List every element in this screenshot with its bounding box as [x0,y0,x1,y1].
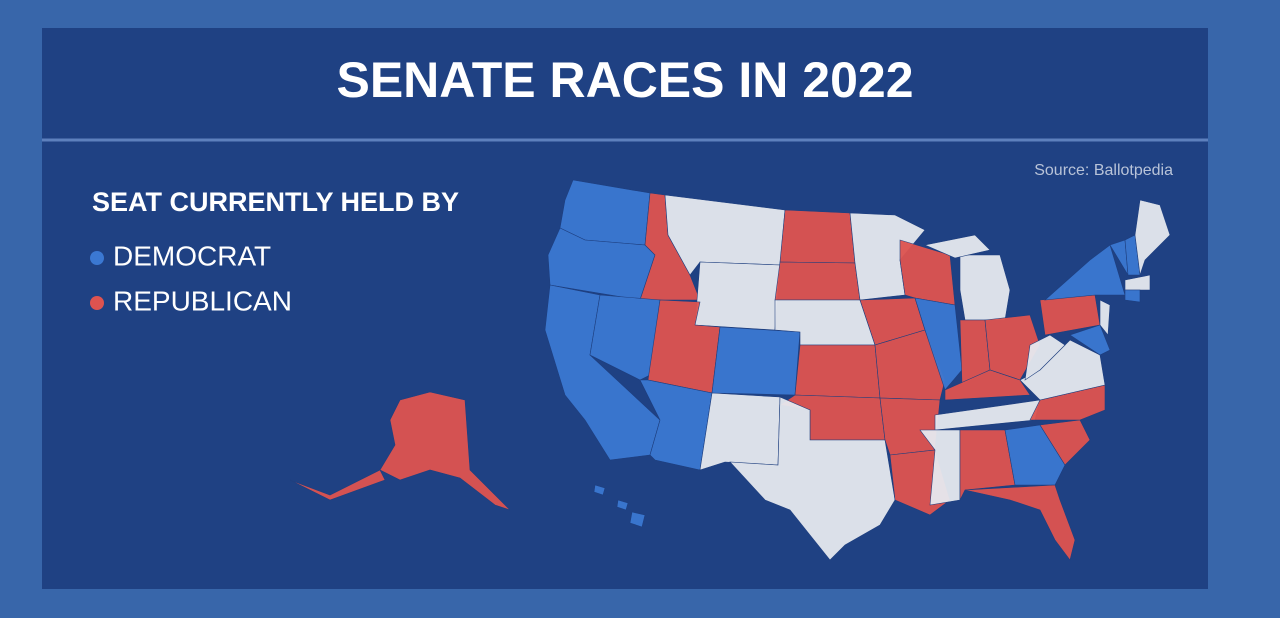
state [1134,199,1171,276]
state [1069,324,1111,356]
state [794,344,881,399]
state [729,396,896,561]
legend-dot [90,251,104,265]
state [699,392,781,471]
state [959,429,1016,501]
state [924,234,991,259]
state [1029,384,1106,421]
state [1039,419,1091,466]
state [694,261,781,331]
state [1124,289,1141,303]
state [919,429,961,506]
state [1124,274,1151,291]
state [1004,424,1066,486]
state [589,294,661,381]
state [1044,244,1126,301]
state [379,391,511,511]
state [593,484,606,496]
us-map [289,179,1171,561]
legend-title: SEAT CURRENTLY HELD BY [92,187,459,217]
state [616,499,629,511]
state [1099,299,1111,336]
state [944,369,1031,401]
state [774,261,861,301]
legend-label: REPUBLICAN [113,285,292,316]
state [959,254,1011,321]
state [289,469,386,501]
legend: DEMOCRAT REPUBLICAN [90,240,292,316]
title: SENATE RACES IN 2022 [336,52,913,108]
state [964,484,1076,561]
state [711,326,801,396]
legend-label: DEMOCRAT [113,240,271,271]
state [1024,334,1066,381]
source: Source: Ballotpedia [1034,162,1173,179]
state [629,511,646,528]
legend-dot [90,296,104,310]
state [779,209,856,264]
state [914,297,963,391]
state [874,329,946,401]
state [879,397,941,456]
